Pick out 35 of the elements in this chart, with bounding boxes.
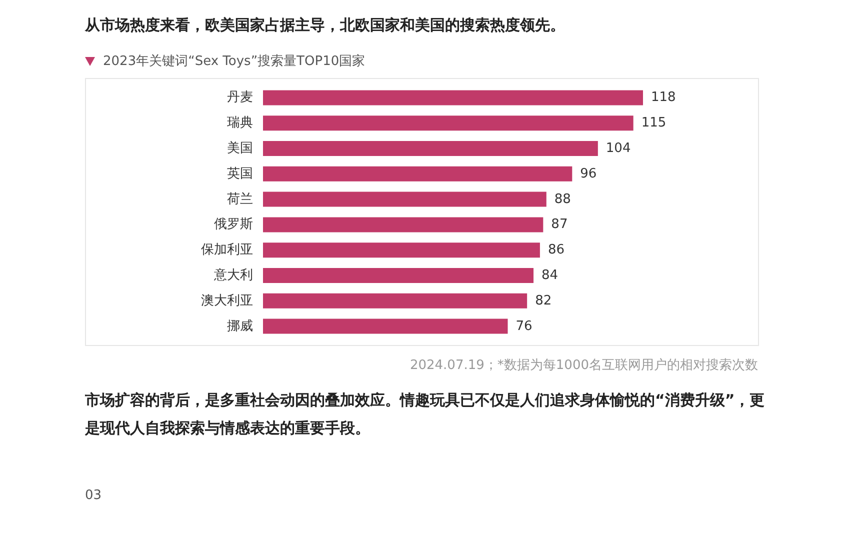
y-tick-label: 荷兰 (227, 192, 253, 207)
text: 03 (85, 488, 102, 503)
text: 2024.07.19；*数据为每1000名互联网用户的相对搜索次数 (410, 357, 758, 374)
bar (263, 166, 572, 182)
data-label: 87 (551, 217, 568, 232)
bar (263, 217, 544, 232)
bar (263, 90, 643, 106)
bar (263, 116, 634, 131)
text: 从市场热度来看，欧美国家占据主导，北欧国家和美国的搜索热度领先。 (85, 16, 565, 35)
bar (263, 268, 534, 283)
y-tick-label: 美国 (227, 140, 253, 156)
bar (263, 293, 528, 308)
y-tick-label: 澳大利亚 (201, 293, 253, 308)
y-tick-label: 俄罗斯 (214, 217, 253, 232)
y-tick-label: 丹麦 (227, 90, 253, 106)
data-label: 118 (651, 90, 676, 106)
data-label: 76 (516, 318, 532, 334)
y-tick-label: 瑞典 (227, 116, 253, 131)
data-label: 82 (535, 293, 552, 308)
data-label: 104 (606, 141, 631, 156)
y-tick-label: 挪威 (227, 318, 253, 334)
y-tick-label: 意大利 (213, 268, 253, 283)
bar (263, 141, 598, 156)
data-label: 96 (580, 166, 597, 182)
bar (263, 318, 508, 334)
bar (263, 192, 546, 207)
chart-title: 2023年关键词“Sex Toys”搜索量TOP10国家 (103, 53, 366, 70)
data-label: 86 (548, 242, 564, 258)
data-label: 88 (554, 192, 571, 207)
text: 市场扩容的背后，是多重社会动因的叠加效应。情趣玩具已不仅是人们追求身体愉悦的“消费升级”，更是现代人自我探索与情感表达的重要手段。 (85, 390, 765, 439)
bar (263, 242, 540, 258)
y-tick-label: 保加利亚 (201, 242, 253, 258)
data-label: 115 (641, 116, 666, 131)
data-label: 84 (542, 268, 558, 283)
y-tick-label: 英国 (227, 166, 253, 182)
